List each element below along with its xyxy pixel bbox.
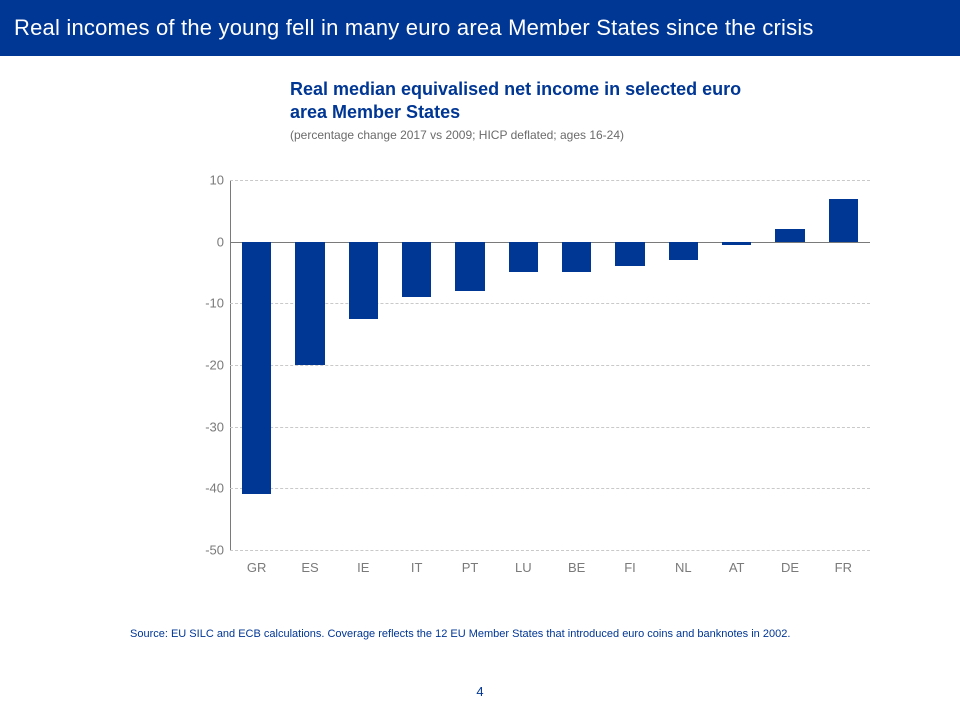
y-tick-label: 10	[180, 173, 224, 188]
bar-ES	[295, 242, 324, 365]
x-tick-label: GR	[247, 560, 267, 575]
page-number: 4	[0, 684, 960, 699]
x-tick-label: DE	[781, 560, 799, 575]
slide-title: Real incomes of the young fell in many e…	[14, 15, 814, 41]
x-tick-label: FI	[624, 560, 636, 575]
x-tick-label: IE	[357, 560, 369, 575]
bar-BE	[562, 242, 591, 273]
bar-NL	[669, 242, 698, 261]
gridline	[230, 180, 870, 181]
gridline	[230, 550, 870, 551]
bar-IT	[402, 242, 431, 298]
y-tick-label: -10	[180, 296, 224, 311]
y-tick-label: -40	[180, 481, 224, 496]
source-note: Source: EU SILC and ECB calculations. Co…	[130, 628, 890, 640]
x-tick-label: LU	[515, 560, 532, 575]
slide: Real incomes of the young fell in many e…	[0, 0, 960, 720]
bar-FR	[829, 199, 858, 242]
y-tick-label: -30	[180, 419, 224, 434]
bar-AT	[722, 242, 751, 245]
x-tick-label: NL	[675, 560, 692, 575]
x-tick-label: IT	[411, 560, 423, 575]
x-tick-label: ES	[301, 560, 318, 575]
x-tick-label: PT	[462, 560, 479, 575]
gridline	[230, 303, 870, 304]
bar-PT	[455, 242, 484, 291]
y-tick-label: -20	[180, 358, 224, 373]
gridline	[230, 488, 870, 489]
title-bar: Real incomes of the young fell in many e…	[0, 0, 960, 56]
bar-LU	[509, 242, 538, 273]
x-tick-label: BE	[568, 560, 585, 575]
bar-FI	[615, 242, 644, 267]
bar-chart: -50 -40 -30 -20 -10 0 10 GR ES IE IT PT LU BE FI NL AT DE…	[180, 170, 880, 590]
y-tick-label: 0	[180, 234, 224, 249]
bar-GR	[242, 242, 271, 495]
x-tick-label: FR	[835, 560, 852, 575]
bar-DE	[775, 229, 804, 241]
x-tick-label: AT	[729, 560, 745, 575]
gridline	[230, 365, 870, 366]
y-tick-label: -50	[180, 543, 224, 558]
chart-subtitle: (percentage change 2017 vs 2009; HICP de…	[290, 128, 810, 142]
chart-title: Real median equivalised net income in se…	[290, 78, 770, 123]
bar-IE	[349, 242, 378, 319]
gridline	[230, 427, 870, 428]
zero-line	[230, 242, 870, 243]
